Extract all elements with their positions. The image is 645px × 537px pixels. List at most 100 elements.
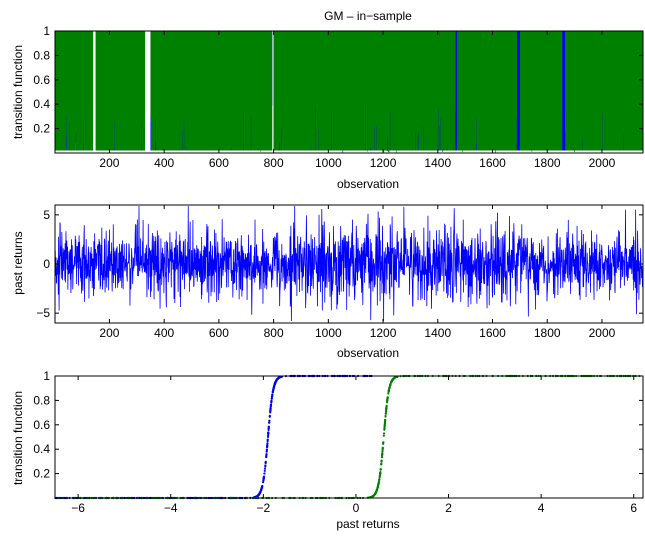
y-tick-label: 0.4 xyxy=(33,442,50,456)
panel-2-ylabel: past returns xyxy=(11,231,25,294)
scatter-point xyxy=(388,387,391,390)
scatter-point xyxy=(275,378,279,381)
scatter-point xyxy=(269,408,272,412)
y-tick-label: 0.2 xyxy=(33,467,50,481)
axes-box xyxy=(54,375,644,499)
scatter-point xyxy=(381,454,384,457)
scatter-point xyxy=(392,377,395,380)
scatter-point xyxy=(380,459,383,462)
scatter-point xyxy=(273,382,276,385)
scatter-point xyxy=(263,467,267,470)
panel-1-ylabel: transition function xyxy=(11,45,25,139)
x-tick-label: 0 xyxy=(353,501,360,515)
scatter-point xyxy=(385,407,388,410)
scatter-point xyxy=(266,443,269,447)
scatter-point xyxy=(271,391,274,394)
scatter-point xyxy=(271,393,274,396)
series-2-points xyxy=(57,374,641,500)
scatter-point xyxy=(391,378,394,381)
scatter-point xyxy=(386,398,389,401)
scatter-point xyxy=(384,410,388,413)
scatter-point xyxy=(378,474,382,477)
scatter-point xyxy=(266,439,269,443)
y-tick-label: 0.6 xyxy=(33,73,50,87)
scatter-point xyxy=(257,493,260,497)
x-tick-label: 1800 xyxy=(534,156,561,170)
x-tick-label: 600 xyxy=(209,156,229,170)
scatter-point xyxy=(267,432,270,435)
scatter-point xyxy=(375,490,378,493)
x-tick-label: 1200 xyxy=(370,156,397,170)
y-tick-label: 1 xyxy=(43,24,50,38)
scatter-point xyxy=(378,476,381,479)
panel-2-plot-area xyxy=(54,205,644,322)
scatter-point xyxy=(383,420,387,423)
scatter-point xyxy=(269,405,272,408)
x-tick-label: 1400 xyxy=(424,326,451,340)
figure-title: GM – in−sample xyxy=(324,9,412,23)
x-tick-label: −4 xyxy=(164,501,178,515)
scatter-point xyxy=(270,397,273,400)
axes-box xyxy=(54,30,644,154)
panel-3-ylabel: transition function xyxy=(11,391,25,485)
scatter-point xyxy=(277,377,280,380)
scatter-point xyxy=(268,415,271,418)
scatter-point xyxy=(268,419,271,422)
y-tick-label: 1 xyxy=(43,369,50,383)
scatter-point xyxy=(383,426,386,430)
scatter-point xyxy=(383,424,386,427)
scatter-point xyxy=(384,415,387,418)
x-tick-label: 600 xyxy=(209,326,229,340)
scatter-point xyxy=(264,461,267,464)
returns-line xyxy=(54,205,644,322)
scatter-point xyxy=(371,495,374,498)
series-1-points xyxy=(54,374,373,500)
scatter-point xyxy=(382,442,385,445)
scatter-point xyxy=(387,390,390,393)
scatter-point xyxy=(266,435,270,439)
y-tick-label: 0.8 xyxy=(33,393,50,407)
scatter-point xyxy=(264,465,267,468)
x-tick-label: 1000 xyxy=(315,156,342,170)
panel-2-returns-vs-observation: 200 400 600 800 1000 1200 1400 1600 1800 2000 −5 0 5… xyxy=(11,204,644,360)
x-tick-label: 1600 xyxy=(479,326,506,340)
scatter-point xyxy=(382,434,385,437)
scatter-point xyxy=(269,411,272,414)
panel-1-xlabel: observation xyxy=(337,177,399,191)
scatter-point xyxy=(268,421,271,424)
panel-3-axes: −6 −4 −2 0 2 4 6 0.2 0.4 0.6 0.8 1 xyxy=(33,369,644,515)
x-tick-label: −6 xyxy=(71,501,85,515)
panel-2-axes: 200 400 600 800 1000 1200 1400 1600 1800 2000 −5 0 5 xyxy=(36,204,644,340)
x-tick-label: 2000 xyxy=(589,156,616,170)
x-tick-label: −2 xyxy=(257,501,271,515)
x-tick-label: 1400 xyxy=(424,156,451,170)
scatter-point xyxy=(266,442,269,445)
scatter-point xyxy=(266,446,269,449)
scatter-point xyxy=(260,488,263,491)
y-tick-label: 0.8 xyxy=(33,48,50,62)
y-tick-label: 0.6 xyxy=(33,418,50,432)
scatter-point xyxy=(270,395,274,398)
x-tick-label: 2 xyxy=(445,501,452,515)
scatter-point xyxy=(380,456,384,459)
scatter-point xyxy=(262,476,265,479)
scatter-point xyxy=(379,468,382,471)
panel-1-plot-area xyxy=(54,31,644,153)
scatter-point xyxy=(261,481,265,484)
x-tick-label: 800 xyxy=(264,156,284,170)
x-tick-label: 1200 xyxy=(370,326,397,340)
scatter-point xyxy=(381,450,384,453)
y-tick-label: 0 xyxy=(43,257,50,271)
x-tick-label: 200 xyxy=(99,156,119,170)
scatter-point xyxy=(267,426,270,429)
scatter-point xyxy=(382,432,386,435)
scatter-point xyxy=(262,478,265,481)
x-tick-label: 800 xyxy=(264,326,284,340)
x-tick-label: 200 xyxy=(99,326,119,340)
x-tick-label: 4 xyxy=(538,501,545,515)
scatter-point xyxy=(384,412,387,415)
scatter-point xyxy=(373,493,376,496)
x-tick-label: 1800 xyxy=(534,326,561,340)
y-tick-label: 5 xyxy=(43,208,50,222)
